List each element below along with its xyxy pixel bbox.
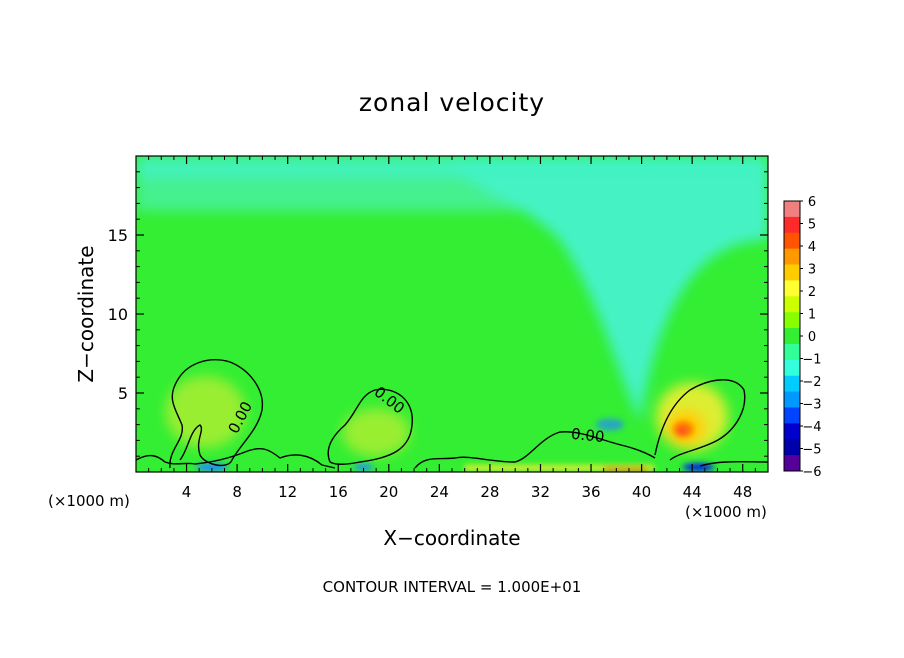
x-tick-label: 36 (581, 483, 600, 501)
colorbar-label: 6 (808, 195, 816, 210)
field-region-top-negative (136, 156, 768, 178)
colorbar-label: 4 (808, 240, 816, 255)
colorbar-label: −2 (802, 375, 821, 390)
x-tick-label: 4 (182, 483, 192, 501)
contour-right (654, 379, 746, 461)
colorbar-swatch (784, 407, 800, 424)
field-region-negative-mid (596, 418, 624, 431)
colorbar-swatch (784, 232, 800, 250)
colorbar-label: 1 (808, 308, 816, 323)
field-strip-strong (603, 467, 648, 472)
x-axis-label: X−coordinate (383, 526, 521, 550)
colorbar-swatch (784, 201, 800, 218)
colorbar-swatch (784, 248, 800, 266)
contour-left (169, 359, 264, 469)
colorbar-label: 0 (808, 330, 816, 345)
field-blobs (136, 156, 768, 457)
x-tick-label: 16 (329, 483, 348, 501)
colorbar-label: −5 (802, 443, 821, 458)
x-tick-label: 40 (632, 483, 651, 501)
colorbar-label: 2 (808, 285, 816, 300)
y-axis-label: Z−coordinate (74, 245, 98, 383)
colorbar-swatch (784, 359, 800, 377)
contour-middle (327, 388, 413, 465)
colorbar-label: −3 (802, 398, 821, 413)
x-unit-label-right: (×1000 m) (685, 503, 767, 521)
contour-ground-far-right (699, 460, 768, 467)
colorbar-swatch (784, 216, 800, 234)
field-region-positive-left (165, 375, 246, 448)
colorbar-swatch (784, 391, 800, 408)
velocity-field (136, 156, 768, 472)
colorbar-label: 5 (808, 218, 816, 233)
colorbar-swatch (784, 328, 800, 345)
field-cores (195, 418, 715, 472)
colorbar-label: −1 (802, 353, 821, 368)
field-region-negative-plume (440, 156, 768, 420)
colorbar-label: −6 (802, 465, 821, 480)
y-tick-label: 10 (108, 305, 128, 324)
y-tick-label: 5 (118, 384, 128, 403)
contour-ground-right (414, 431, 656, 469)
contour-ground-left (136, 448, 336, 469)
contour-label: 0.00 (570, 425, 605, 446)
x-tick-label: 20 (379, 483, 398, 501)
x-tick-label: 32 (531, 483, 550, 501)
x-tick-label: 24 (430, 483, 449, 501)
x-tick-label: 48 (733, 483, 752, 501)
colorbar-swatch (784, 375, 800, 393)
colorbar: 6 5 4 3 2 1 0 −1 −2 −3 −4 −5 −6 (783, 195, 822, 480)
colorbar-swatch (784, 343, 800, 361)
x-tick-label: 8 (232, 483, 242, 501)
x-tick-label: 28 (480, 483, 499, 501)
x-unit-label-left: (×1000 m) (48, 492, 130, 510)
colorbar-swatch (784, 312, 800, 329)
colorbar-label: 3 (808, 263, 816, 278)
colorbar-swatch (784, 439, 800, 456)
contour-interval-note: CONTOUR INTERVAL = 1.000E+01 (322, 578, 582, 596)
colorbar-swatch (784, 296, 800, 313)
colorbar-swatch (784, 280, 800, 297)
field-region-negative-ground-right (682, 463, 715, 472)
colorbar-label: −4 (802, 420, 821, 435)
field-region-positive-middle (342, 408, 411, 457)
field-region-negative-ground-mid (353, 464, 374, 471)
field-strip-positive (464, 464, 655, 471)
colorbar-swatch (784, 455, 800, 472)
colorbar-swatch (784, 423, 800, 440)
field-core-peak (678, 427, 687, 434)
chart-title: zonal velocity (358, 88, 546, 117)
x-tick-label: 12 (278, 483, 297, 501)
colorbar-swatch (784, 264, 800, 281)
y-tick-label: 15 (108, 226, 128, 245)
x-tick-label: 44 (683, 483, 702, 501)
